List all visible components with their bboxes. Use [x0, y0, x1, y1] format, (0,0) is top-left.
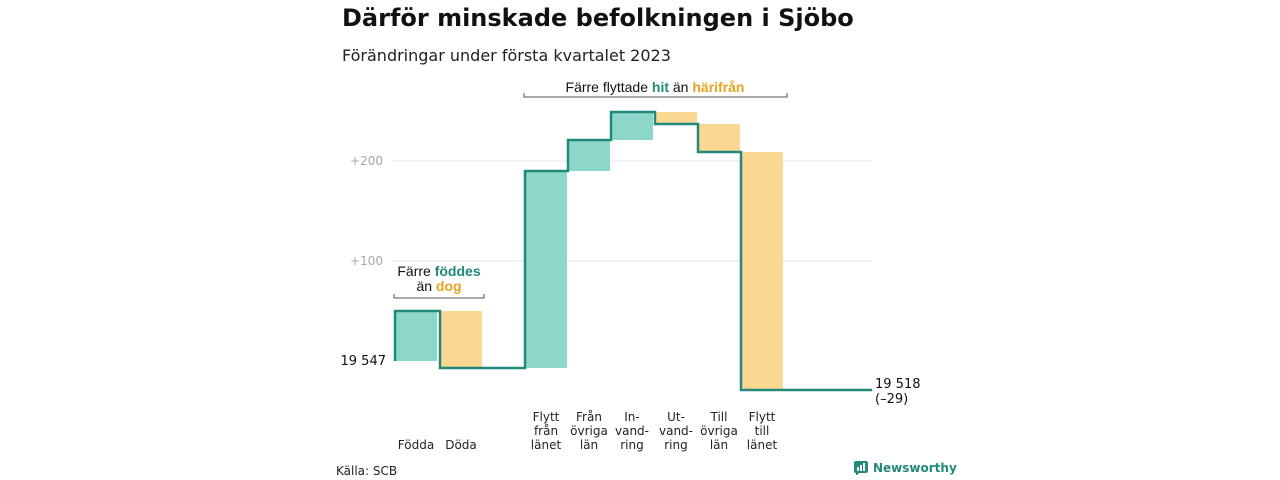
- category-label: från: [534, 424, 558, 438]
- end-value-label: 19 518: [875, 377, 921, 392]
- end-change-label: (–29): [875, 392, 908, 407]
- category-label: Flytt: [533, 410, 560, 424]
- annotation-births-line2: än dog: [416, 278, 461, 294]
- category-label: Ut-: [667, 410, 685, 424]
- category-label: In-: [624, 410, 639, 424]
- source-note: Källa: SCB: [336, 464, 398, 478]
- category-label: Till: [710, 410, 728, 424]
- annotation-migration: Färre flyttade hit än härifrån: [566, 79, 745, 95]
- bar-2: [440, 311, 482, 368]
- category-label: övriga: [700, 424, 738, 438]
- category-label: till: [755, 424, 770, 438]
- category-label: länet: [531, 438, 562, 452]
- newsworthy-logo-icon: [854, 461, 868, 475]
- bar-4: [568, 140, 610, 171]
- category-label: Födda: [398, 438, 434, 452]
- bar-5: [611, 112, 653, 140]
- category-label: ring: [664, 438, 688, 452]
- annotation-births-line1: Färre föddes: [397, 263, 480, 279]
- chart-subtitle: Förändringar under första kvartalet 2023: [342, 46, 671, 65]
- category-label: Från: [576, 410, 602, 424]
- bar-7: [698, 124, 740, 152]
- start-value-label: 19 547: [341, 354, 387, 369]
- category-label: ring: [620, 438, 644, 452]
- category-label: län: [580, 438, 598, 452]
- category-label: övriga: [570, 424, 608, 438]
- category-label: vand-: [659, 424, 693, 438]
- annotation-bracket-migration: [523, 93, 788, 98]
- category-label: län: [710, 438, 728, 452]
- bar-6: [655, 112, 697, 124]
- category-label: länet: [747, 438, 778, 452]
- annotation-bracket-births: [393, 294, 485, 299]
- cumulative-step-line: [393, 110, 872, 392]
- y-tick-label: +200: [350, 154, 383, 168]
- category-label: Flytt: [749, 410, 776, 424]
- bar-8: [741, 152, 783, 390]
- chart-title: Därför minskade befolkningen i Sjöbo: [342, 4, 854, 32]
- bar-1: [395, 311, 437, 361]
- brand-logo: Newsworthy: [854, 461, 957, 475]
- brand-name: Newsworthy: [873, 461, 957, 475]
- category-label: Döda: [445, 438, 477, 452]
- category-label: vand-: [615, 424, 649, 438]
- bar-3: [525, 171, 567, 368]
- y-tick-label: +100: [350, 254, 383, 268]
